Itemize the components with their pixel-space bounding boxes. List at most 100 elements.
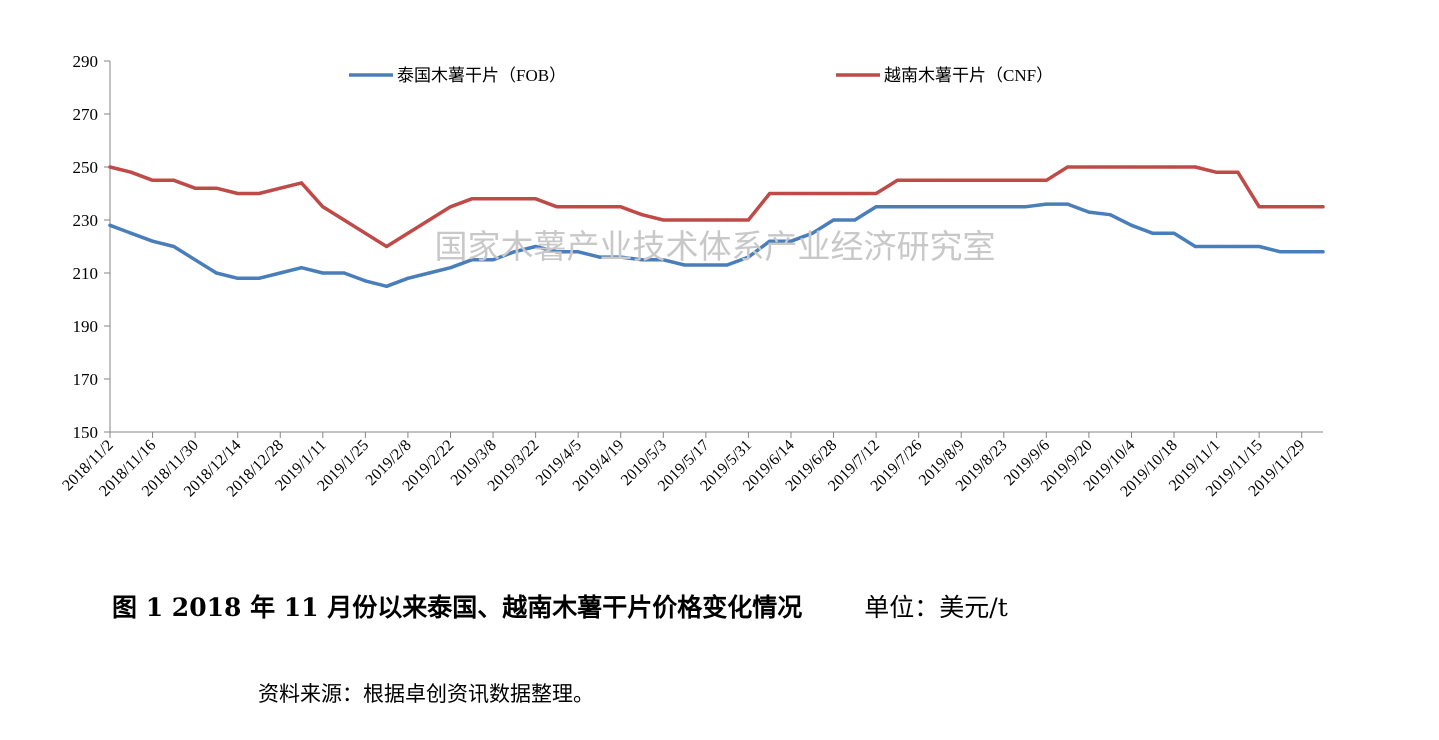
data-point xyxy=(597,255,602,259)
unit-label: 单位：美元/t xyxy=(864,593,1008,622)
data-point xyxy=(321,205,325,209)
data-point xyxy=(427,271,431,275)
legend-label-1: 泰国木薯干片（FOB） xyxy=(397,66,566,85)
data-point xyxy=(363,279,367,283)
data-point xyxy=(1129,223,1134,227)
data-point xyxy=(683,218,687,222)
data-point xyxy=(640,258,644,262)
data-point xyxy=(980,205,985,209)
source-note: 资料来源：根据卓创资讯数据整理。 xyxy=(258,682,594,706)
data-point xyxy=(236,191,240,196)
y-tick-label: 170 xyxy=(73,370,99,389)
data-point xyxy=(895,178,900,182)
data-point xyxy=(1257,205,1261,209)
data-point xyxy=(831,191,836,196)
data-point xyxy=(619,205,623,209)
data-point xyxy=(257,191,261,196)
data-point xyxy=(299,266,304,270)
data-point xyxy=(1151,165,1155,169)
data-point xyxy=(683,263,687,267)
data-point xyxy=(810,191,814,196)
figure-title: 图 1 2018 年 11 月份以来泰国、越南木薯干片价格变化情况 xyxy=(112,593,803,622)
y-tick-label: 210 xyxy=(73,264,99,283)
data-point xyxy=(661,218,665,222)
data-point xyxy=(853,218,857,222)
data-point xyxy=(236,276,240,280)
data-point xyxy=(704,218,708,222)
data-point xyxy=(810,231,814,235)
data-point xyxy=(278,271,282,275)
data-point xyxy=(768,239,772,243)
data-point xyxy=(1108,165,1112,169)
y-tick-label: 150 xyxy=(73,423,99,442)
data-point xyxy=(129,170,133,174)
data-point xyxy=(746,255,751,259)
data-point xyxy=(406,231,410,235)
data-point xyxy=(1193,165,1197,169)
series-line-2 xyxy=(108,165,1325,249)
data-point xyxy=(406,276,410,280)
data-point xyxy=(214,271,218,275)
data-point xyxy=(1278,250,1282,254)
data-point xyxy=(172,178,176,182)
data-point xyxy=(151,239,155,243)
data-point xyxy=(725,263,729,267)
data-point xyxy=(1215,170,1219,174)
series-1 xyxy=(108,202,1325,289)
data-point xyxy=(959,178,963,182)
data-point xyxy=(1044,202,1048,206)
data-point xyxy=(385,244,389,249)
data-point xyxy=(1023,178,1027,182)
data-point xyxy=(470,258,474,262)
data-point xyxy=(1193,244,1197,249)
data-point xyxy=(470,197,474,201)
x-axis: 2018/11/22018/11/162018/11/302018/12/142… xyxy=(59,431,1323,500)
y-tick-label: 190 xyxy=(73,317,99,336)
data-point xyxy=(1321,205,1325,209)
data-point xyxy=(895,205,900,209)
data-point xyxy=(1321,250,1325,254)
data-point xyxy=(1151,231,1155,235)
data-point xyxy=(725,218,729,222)
data-point xyxy=(385,284,389,288)
data-point xyxy=(1108,213,1112,217)
data-point xyxy=(1172,165,1176,169)
data-point xyxy=(917,178,921,182)
y-tick-label: 270 xyxy=(73,105,99,124)
data-point xyxy=(1172,231,1176,235)
data-point xyxy=(597,205,602,209)
data-point xyxy=(1087,210,1091,214)
data-point xyxy=(1278,205,1282,209)
data-point xyxy=(874,205,878,209)
series-layer xyxy=(108,165,1325,289)
data-point xyxy=(1087,165,1091,169)
data-point xyxy=(193,258,197,262)
data-point xyxy=(938,178,942,182)
data-point xyxy=(491,197,495,201)
data-point xyxy=(342,218,346,222)
series-2 xyxy=(108,165,1325,249)
series-line-1 xyxy=(108,202,1325,289)
data-point xyxy=(1002,205,1006,209)
data-point xyxy=(874,191,878,196)
y-tick-label: 250 xyxy=(73,158,99,177)
data-point xyxy=(1066,202,1070,206)
data-point xyxy=(512,250,516,254)
data-point xyxy=(1002,178,1006,182)
data-point xyxy=(257,276,261,280)
data-point xyxy=(448,266,453,270)
data-point xyxy=(959,205,963,209)
data-point xyxy=(491,258,495,262)
data-point xyxy=(1129,165,1134,169)
data-point xyxy=(363,231,367,235)
data-point xyxy=(853,191,857,196)
data-point xyxy=(576,250,580,254)
data-point xyxy=(342,271,346,275)
data-point xyxy=(789,191,793,196)
price-line-chart: 150 170 190 210 230 250 270 290 2018/11/22018/1… xyxy=(59,52,1325,500)
data-point xyxy=(172,244,176,249)
data-point xyxy=(512,197,516,201)
data-point xyxy=(321,271,325,275)
data-point xyxy=(108,165,112,169)
data-point xyxy=(1023,205,1027,209)
